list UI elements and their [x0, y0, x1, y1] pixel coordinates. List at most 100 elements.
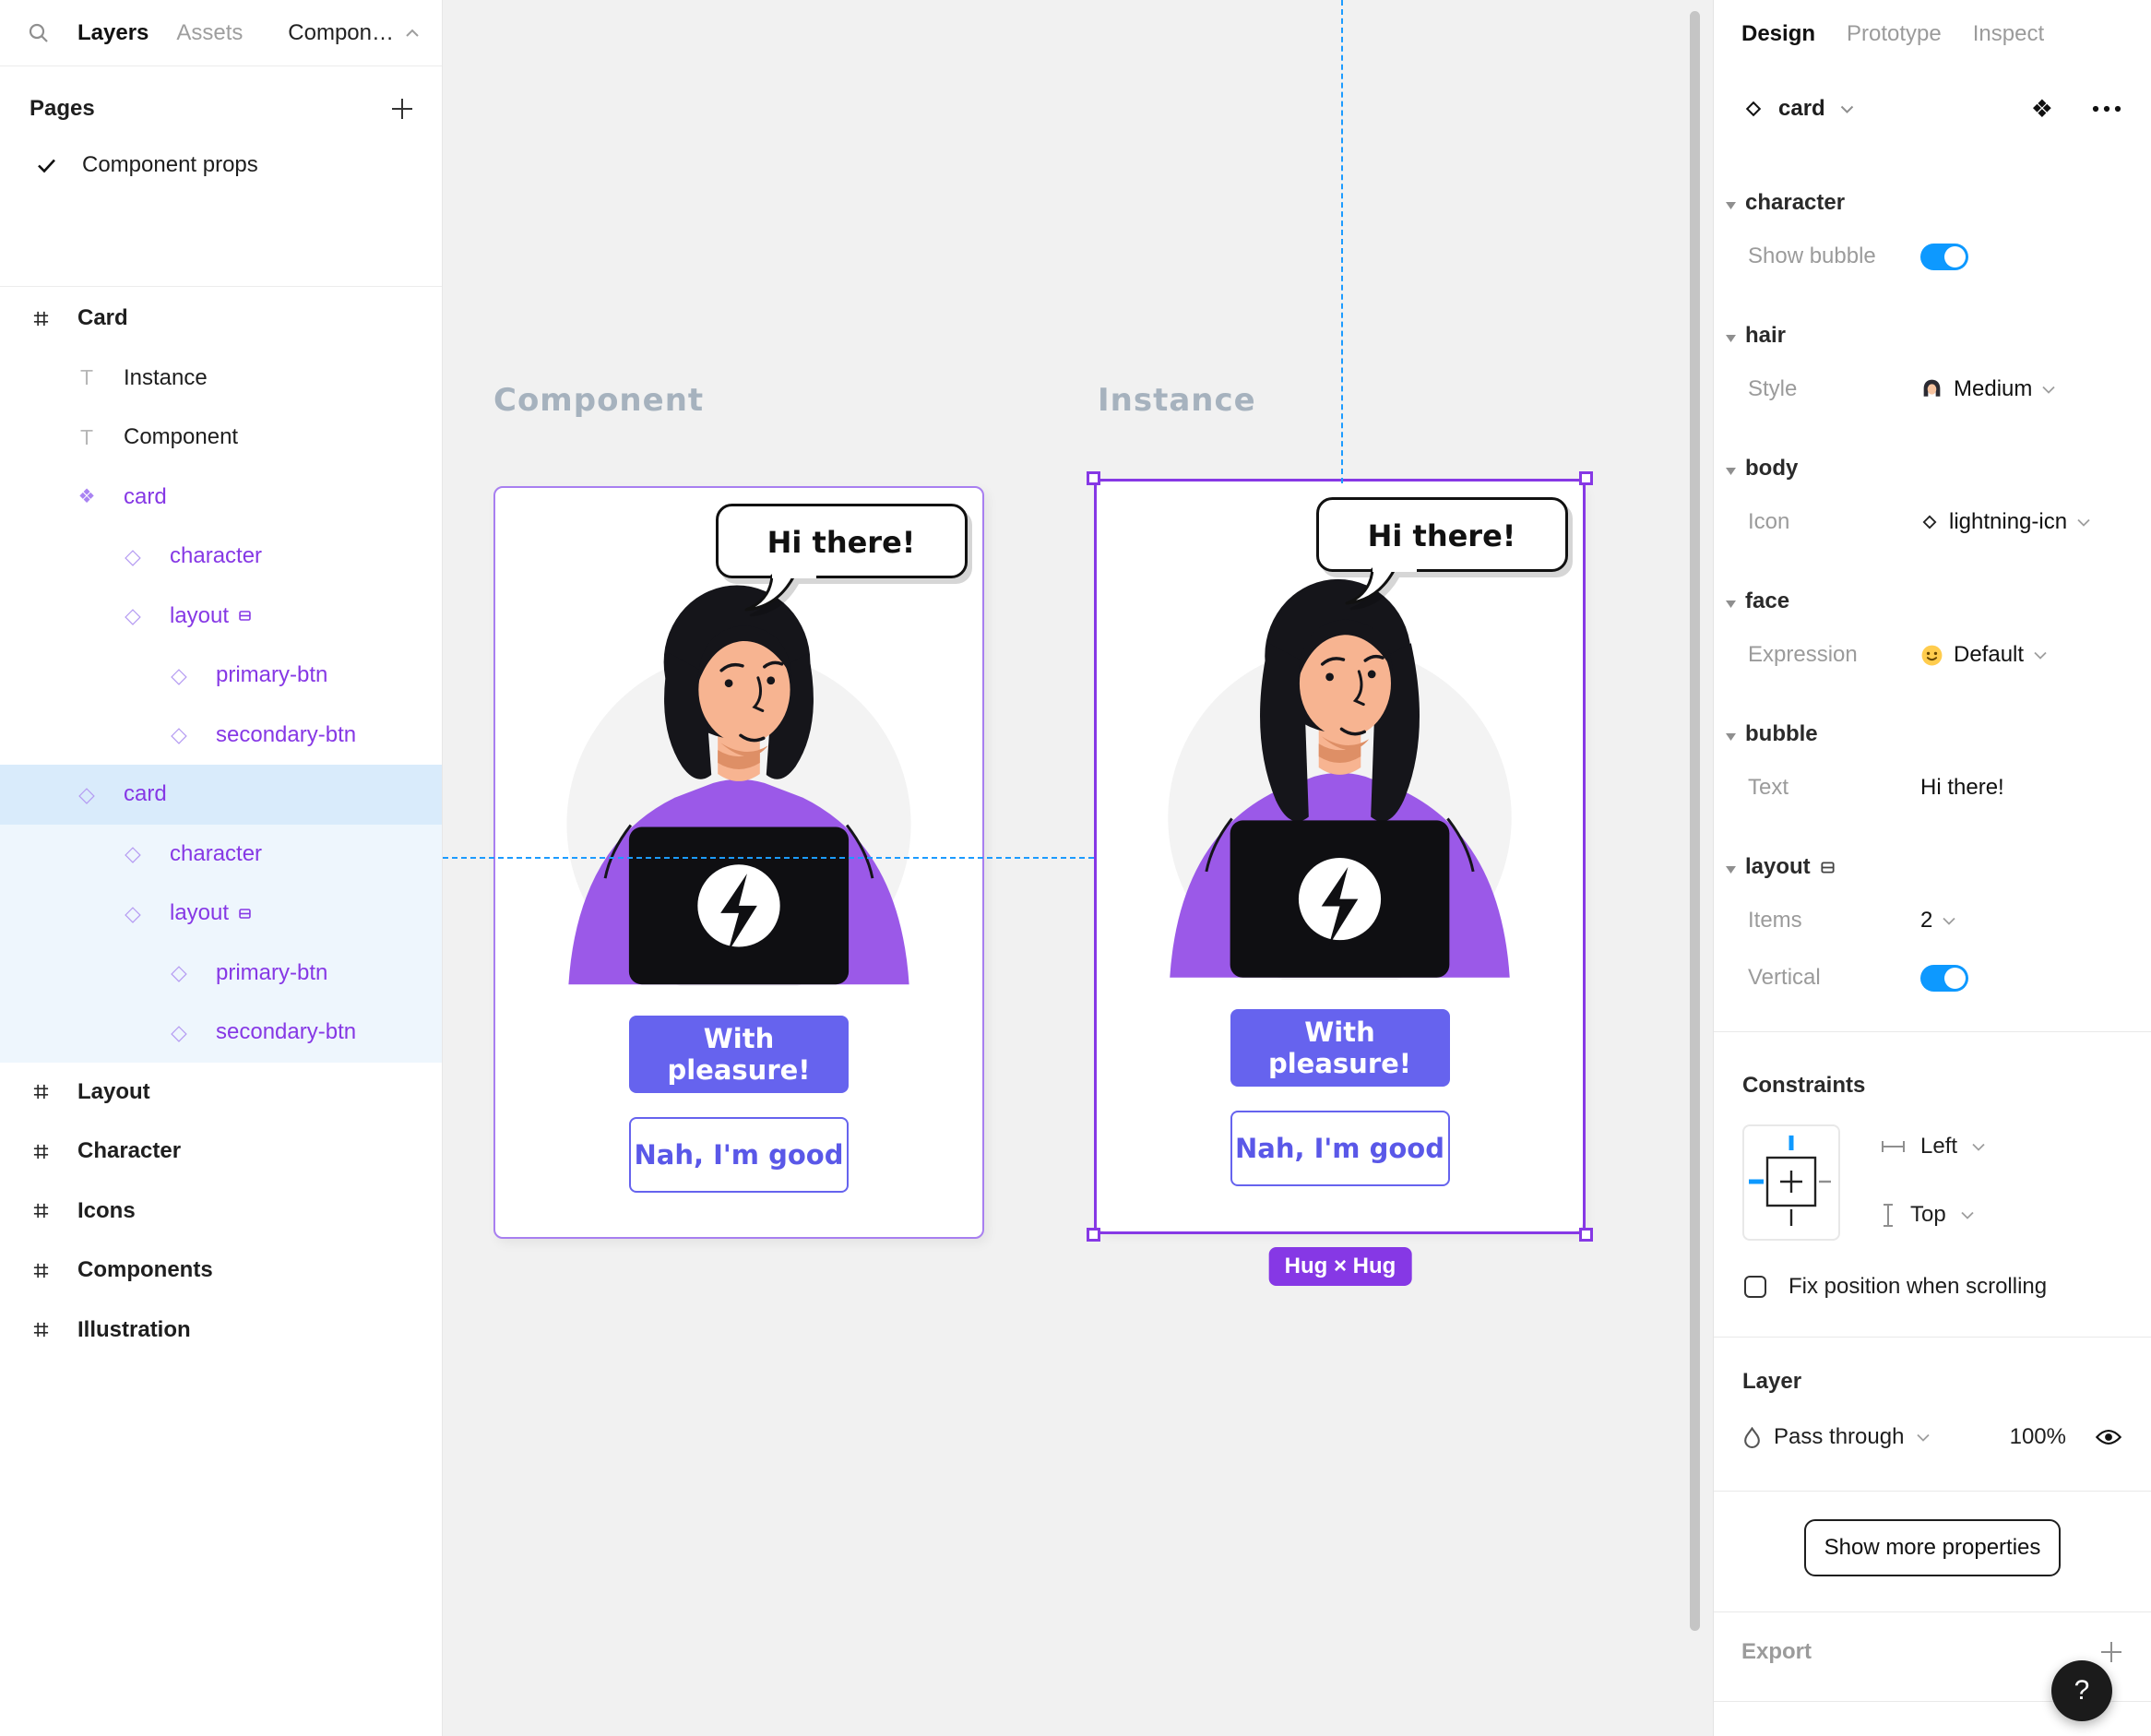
smile-emoji-icon	[1920, 644, 1943, 667]
items-dropdown[interactable]: 2	[1920, 908, 1955, 933]
fix-position-checkbox[interactable]	[1744, 1276, 1766, 1298]
layer-row-character[interactable]: ◇ character	[0, 824, 442, 884]
opacity-value[interactable]: 100%	[2009, 1424, 2066, 1449]
section-collapse-icon[interactable]	[1726, 190, 1736, 216]
page-item-component-props[interactable]: Component props	[0, 137, 442, 194]
selection-name: card	[1778, 96, 1825, 121]
layer-row-character[interactable]: Character	[0, 1122, 442, 1182]
selection-handle-bottom-left[interactable]	[1087, 1228, 1100, 1242]
character-illustration-medium-hair[interactable]	[1097, 546, 1583, 980]
instance-icon: ◇	[171, 960, 187, 985]
selection-handle-bottom-right[interactable]	[1579, 1228, 1593, 1242]
prop-label: Icon	[1748, 509, 1790, 534]
secondary-btn[interactable]: Nah, I'm good	[629, 1117, 849, 1193]
search-icon[interactable]	[28, 22, 50, 44]
character-illustration-short-hair[interactable]	[495, 553, 982, 986]
chevron-down-icon[interactable]	[1840, 105, 1854, 113]
frame-icon	[26, 1262, 55, 1279]
layer-row-secondary-btn[interactable]: ◇ secondary-btn	[0, 1003, 442, 1063]
tab-design[interactable]: Design	[1741, 21, 1816, 46]
canvas-scrollbar[interactable]	[1690, 11, 1700, 1631]
instance-icon: ◇	[125, 603, 141, 628]
section-collapse-icon[interactable]	[1726, 854, 1736, 880]
layer-row-layout[interactable]: ◇ layout	[0, 587, 442, 647]
section-body[interactable]: body	[1714, 446, 2151, 491]
frame-icon	[26, 310, 55, 327]
section-bubble[interactable]: bubble	[1714, 712, 2151, 756]
layer-row-layout[interactable]: Layout	[0, 1063, 442, 1123]
tab-layers[interactable]: Layers	[77, 19, 149, 45]
blend-mode-icon	[1743, 1426, 1761, 1448]
layers-sidebar: Layers Assets Compon… Pages Component pr…	[0, 0, 443, 1736]
show-more-properties-button[interactable]: Show more properties	[1804, 1519, 2061, 1576]
prop-layout-items: Items 2	[1714, 895, 2151, 946]
section-face[interactable]: face	[1714, 579, 2151, 624]
page-selector[interactable]: Compon…	[288, 20, 420, 46]
add-page-icon[interactable]	[390, 97, 414, 121]
layer-row-character[interactable]: ◇ character	[0, 527, 442, 587]
selection-handle-top-left[interactable]	[1087, 471, 1100, 485]
layer-row-card[interactable]: ◇ card	[0, 765, 442, 825]
inspector-tabs: Design Prototype Inspect	[1714, 0, 2151, 68]
body-icon-dropdown[interactable]: lightning-icn	[1920, 509, 2090, 535]
section-title: character	[1745, 190, 1846, 215]
help-button[interactable]: ?	[2051, 1660, 2112, 1721]
layer-row-instance[interactable]: T Instance	[0, 349, 442, 409]
layer-row-secondary-btn[interactable]: ◇ secondary-btn	[0, 706, 442, 766]
instance-icon: ◇	[125, 543, 141, 568]
section-collapse-icon[interactable]	[1726, 323, 1736, 349]
component-icon[interactable]: ❖	[2030, 94, 2053, 123]
layer-row-primary-btn[interactable]: ◇ primary-btn	[0, 943, 442, 1003]
chevron-down-icon	[2077, 518, 2090, 527]
vertical-constraint-dropdown[interactable]: Top	[1881, 1202, 1985, 1228]
instance-icon: ◇	[171, 662, 187, 687]
secondary-btn[interactable]: Nah, I'm good	[1230, 1111, 1450, 1186]
layer-label: Illustration	[77, 1316, 191, 1342]
autolayout-icon	[238, 609, 252, 623]
section-hair[interactable]: hair	[1714, 314, 2151, 358]
help-label: ?	[2074, 1675, 2090, 1706]
show-bubble-toggle[interactable]	[1920, 243, 1968, 270]
section-collapse-icon[interactable]	[1726, 456, 1736, 482]
more-options-icon[interactable]	[2092, 105, 2121, 113]
component-card[interactable]: Hi there!	[493, 486, 984, 1239]
layer-row-illustration[interactable]: Illustration	[0, 1301, 442, 1361]
section-layout[interactable]: layout	[1714, 845, 2151, 889]
layer-row-card[interactable]: Card	[0, 289, 442, 349]
prop-show-bubble: Show bubble	[1714, 231, 2151, 282]
speech-bubble[interactable]: Hi there!	[1315, 496, 1572, 612]
instance-card[interactable]: Hi there!	[1097, 482, 1583, 1231]
frame-icon	[26, 1083, 55, 1100]
visibility-eye-icon[interactable]	[2096, 1429, 2121, 1445]
layer-row-card[interactable]: ❖ card	[0, 468, 442, 528]
instance-icon: ◇	[125, 841, 141, 866]
expression-dropdown[interactable]: Default	[1920, 642, 2047, 668]
section-title: bubble	[1745, 721, 1818, 746]
section-collapse-icon[interactable]	[1726, 721, 1736, 747]
primary-btn[interactable]: With pleasure!	[629, 1016, 849, 1093]
section-character[interactable]: character	[1714, 181, 2151, 225]
hair-style-dropdown[interactable]: Medium	[1920, 376, 2055, 402]
add-export-icon[interactable]	[2099, 1640, 2123, 1664]
prop-bubble-text: Text Hi there!	[1714, 762, 2151, 814]
layer-row-layout[interactable]: ◇ layout	[0, 884, 442, 944]
blend-mode-dropdown[interactable]: Pass through	[1774, 1424, 1905, 1449]
constraints-diagram[interactable]	[1742, 1124, 1840, 1241]
selection-handle-top-right[interactable]	[1579, 471, 1593, 485]
layer-row-icons[interactable]: Icons	[0, 1182, 442, 1242]
vertical-toggle[interactable]	[1920, 964, 1968, 992]
autolayout-icon	[1820, 860, 1836, 875]
tab-prototype[interactable]: Prototype	[1847, 21, 1942, 46]
chevron-down-icon	[2042, 386, 2055, 394]
primary-btn[interactable]: With pleasure!	[1230, 1009, 1450, 1087]
bubble-text-input[interactable]: Hi there!	[1920, 775, 2004, 800]
layer-row-component[interactable]: T Component	[0, 408, 442, 468]
tab-assets[interactable]: Assets	[176, 19, 244, 45]
layer-row-components[interactable]: Components	[0, 1241, 442, 1301]
speech-bubble[interactable]: Hi there!	[715, 503, 971, 619]
horizontal-constraint-dropdown[interactable]: Left	[1881, 1134, 1985, 1159]
design-canvas[interactable]: Component Instance Hi there!	[443, 0, 1713, 1736]
tab-inspect[interactable]: Inspect	[1972, 21, 2045, 46]
layer-row-primary-btn[interactable]: ◇ primary-btn	[0, 646, 442, 706]
section-collapse-icon[interactable]	[1726, 589, 1736, 614]
